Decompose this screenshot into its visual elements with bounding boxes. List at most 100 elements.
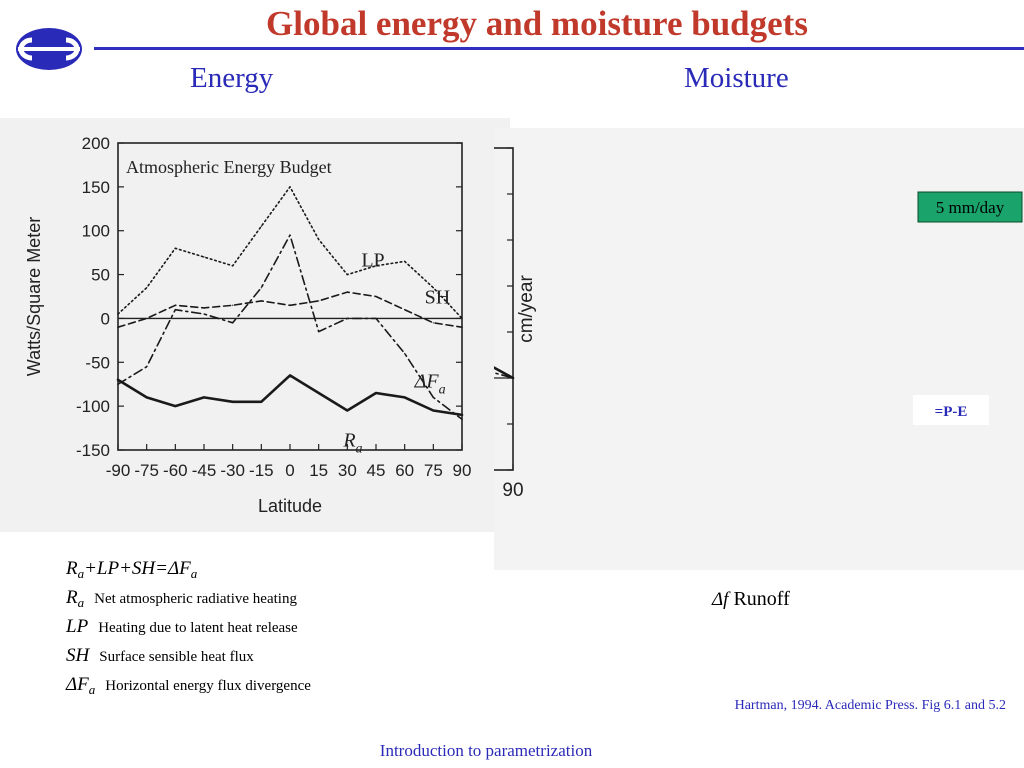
x-tick-label: 15 xyxy=(309,461,328,480)
data-point xyxy=(404,396,406,398)
data-point xyxy=(432,396,434,398)
data-point xyxy=(117,326,119,328)
legend-subscript: a xyxy=(88,682,96,697)
series-label-subscript: a xyxy=(439,383,446,398)
data-point xyxy=(203,313,205,315)
equation-dfa-sub: a xyxy=(190,566,198,581)
data-point xyxy=(318,238,320,241)
chart-background xyxy=(0,118,510,532)
legend-item: ΔFa Horizontal energy flux divergence xyxy=(66,674,446,703)
data-point xyxy=(260,225,262,227)
x-tick-label: -45 xyxy=(192,461,217,480)
series-label-name: LP xyxy=(361,250,384,272)
x-tick-label: -15 xyxy=(249,461,274,480)
data-point xyxy=(404,260,406,263)
data-point xyxy=(232,304,234,306)
runoff-label: Δf Runoff xyxy=(712,588,790,611)
data-point xyxy=(260,287,262,289)
plot-frame xyxy=(494,147,514,471)
x-tick-label: 45 xyxy=(367,461,386,480)
y-tick-label: -100 xyxy=(76,397,110,416)
series-label: SH xyxy=(425,287,451,309)
x-tick-label: -75 xyxy=(134,461,159,480)
y-tick-label: 150 xyxy=(82,178,110,197)
data-point xyxy=(404,309,406,311)
data-point xyxy=(117,313,119,315)
data-point xyxy=(346,291,348,293)
series-label-name: ΔF xyxy=(414,371,440,393)
data-point xyxy=(375,295,377,298)
legend-description: Surface sensible heat flux xyxy=(99,649,254,665)
energy-legend: Ra+LP+SH=ΔFa Ra Net atmospheric radiativ… xyxy=(66,558,446,703)
data-point xyxy=(432,287,434,289)
data-point xyxy=(203,396,205,398)
data-point xyxy=(432,409,434,412)
legend-description: Net atmospheric radiative heating xyxy=(94,591,297,607)
data-point xyxy=(146,366,148,368)
title-rule xyxy=(94,47,1024,50)
x-tick-label: -60 xyxy=(163,461,188,480)
y-tick-label: -50 xyxy=(85,353,110,372)
equation-ra: R xyxy=(66,558,78,579)
data-point xyxy=(260,300,262,302)
data-point xyxy=(375,317,377,320)
legend-subscript: a xyxy=(77,595,85,610)
data-point xyxy=(232,265,234,267)
y-tick-label: -150 xyxy=(76,441,110,460)
series-label-name: R xyxy=(342,430,355,452)
data-point xyxy=(117,379,119,381)
data-point xyxy=(289,186,291,188)
x-tick-label: -90 xyxy=(106,461,131,480)
data-point xyxy=(318,392,320,394)
runoff-symbol: Δf xyxy=(712,589,729,610)
y-tick-label: 0 xyxy=(101,309,110,328)
energy-heading: Energy xyxy=(190,62,274,94)
data-point xyxy=(146,287,148,289)
budget-equation: Ra+LP+SH=ΔFa xyxy=(66,558,446,587)
relation-badge xyxy=(913,395,989,425)
footer-text: Introduction to parametrization xyxy=(379,741,593,760)
ecmwf-logo xyxy=(16,28,82,70)
y-tick-label: 200 xyxy=(82,134,110,153)
series-label-name: SH xyxy=(425,287,451,309)
data-point xyxy=(289,234,291,236)
series-label: ΔFa xyxy=(414,371,446,398)
series-label-subscript: a xyxy=(356,442,363,457)
slide-title: Global energy and moisture budgets xyxy=(266,4,808,43)
runoff-text: Runoff xyxy=(733,588,790,610)
rate-badge xyxy=(917,191,1023,223)
data-point xyxy=(174,247,176,249)
data-point xyxy=(174,309,176,311)
data-point xyxy=(117,383,119,385)
data-point xyxy=(346,317,348,320)
equation-middle: +LP+SH= xyxy=(84,558,168,579)
legend-symbol: R xyxy=(66,587,78,608)
data-point xyxy=(318,300,320,302)
x-tick-label: 30 xyxy=(338,461,357,480)
legend-item: Ra Net atmospheric radiative heating xyxy=(66,587,446,616)
x-tick-label: 90 xyxy=(453,461,472,480)
data-point xyxy=(512,377,514,379)
data-point xyxy=(461,326,463,328)
equation-dfa: ΔF xyxy=(167,558,191,579)
chart-title: Atmospheric Energy Budget xyxy=(126,157,332,177)
legend-description: Heating due to latent heat release xyxy=(98,620,298,636)
moisture-heading: Moisture xyxy=(684,62,789,94)
data-point xyxy=(461,414,463,416)
data-point xyxy=(375,392,377,394)
data-point xyxy=(203,256,205,258)
y-tick-label: 50 xyxy=(91,266,110,285)
data-point xyxy=(146,317,148,320)
data-point xyxy=(289,304,291,306)
y-axis-label: Watts/Square Meter xyxy=(24,217,44,376)
data-point xyxy=(203,307,205,309)
data-point xyxy=(375,265,377,267)
x-tick-label: -30 xyxy=(220,461,245,480)
x-axis-label: Latitude xyxy=(258,496,322,516)
legend-item: SH Surface sensible heat flux xyxy=(66,645,446,674)
x-tick-label: 90 xyxy=(502,480,523,501)
data-point xyxy=(346,273,348,276)
relation-badge-text: =P-E xyxy=(935,404,968,420)
data-point xyxy=(174,304,176,306)
